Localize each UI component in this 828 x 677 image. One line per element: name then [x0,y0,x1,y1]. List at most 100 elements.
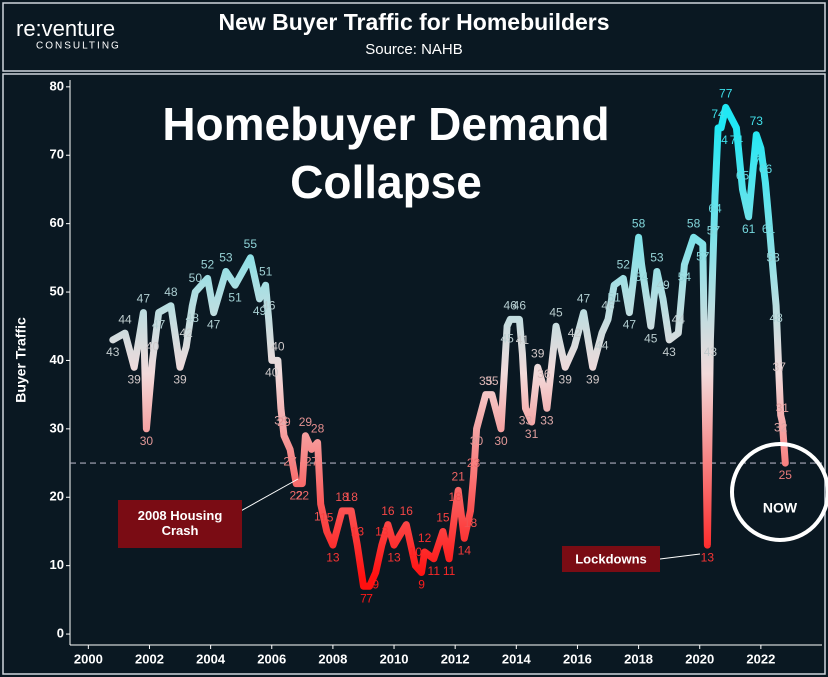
data-label: 16 [381,504,395,518]
annotation-text: 2008 Housing Crash [137,508,223,538]
x-tick-label: 2012 [441,651,470,666]
x-tick-label: 2022 [746,651,775,666]
data-label: 61 [742,222,756,236]
x-tick-label: 2004 [196,651,226,666]
data-label: 61 [762,222,776,236]
data-label: 49 [253,304,267,318]
data-label: 39 [586,372,600,386]
data-label: 9 [418,578,425,592]
data-label: 47 [577,292,591,306]
y-axis-label: Buyer Traffic [13,317,29,403]
data-label: 53 [219,251,233,265]
data-label: 48 [769,311,783,325]
chart-box [2,73,826,675]
data-label: 39 [559,372,573,386]
data-label: 30 [140,434,154,448]
headline: Homebuyer Demand [162,98,609,150]
x-tick-label: 2014 [502,651,532,666]
data-label: 10 [409,545,423,559]
data-label: 58 [687,216,701,230]
data-label: 47 [623,318,637,332]
data-label: 74 [730,133,744,147]
data-line [109,103,789,590]
data-label: 47 [137,292,151,306]
x-tick-label: 2002 [135,651,164,666]
data-label: 44 [672,312,686,326]
header-box [2,2,826,72]
data-label: 33 [519,414,533,428]
x-tick-label: 2000 [74,651,103,666]
data-label: 23 [467,456,481,470]
data-label: 33 [274,414,288,428]
data-label: 22 [296,489,310,503]
y-tick-label: 10 [50,557,64,572]
data-label: 44 [595,338,609,352]
data-label: 13 [351,524,365,538]
data-label: 46 [504,299,518,313]
data-label: 77 [719,87,733,101]
annotation-arrow [659,553,701,560]
data-label: 28 [311,422,325,436]
data-label: 51 [228,290,242,304]
y-tick-label: 20 [50,489,64,504]
data-label: 42 [179,326,193,340]
data-label: 18 [448,490,462,504]
data-label: 42 [568,326,582,340]
data-label: 22 [290,489,304,503]
data-label: 41 [516,333,530,347]
data-label: 43 [704,345,718,359]
data-label: 65 [736,169,750,183]
data-label: 43 [662,345,676,359]
annotation: Lockdowns [575,551,647,566]
data-label: 51 [607,290,621,304]
data-label: 35 [485,374,499,388]
data-label: 11 [428,564,441,578]
data-label: 52 [201,258,215,272]
annotation-box [562,546,660,572]
y-tick-label: 80 [50,78,64,93]
data-label: 39 [531,346,545,360]
data-label: 14 [458,543,472,557]
data-label: 45 [549,305,563,319]
x-tick-label: 2018 [624,651,653,666]
data-label: 40 [146,340,160,354]
data-label: 45 [500,331,514,345]
data-label: 29 [299,415,313,429]
data-label: 15 [436,511,450,525]
data-label: 16 [400,504,414,518]
x-tick-label: 2010 [380,651,409,666]
data-label: 12 [418,531,432,545]
y-tick-label: 40 [50,352,64,367]
data-label: 13 [326,550,340,564]
data-label: 18 [345,490,359,504]
data-label: 55 [244,237,258,251]
data-label: 21 [452,470,466,484]
data-label: 48 [164,285,178,299]
data-label: 39 [173,372,187,386]
data-label: 27 [305,455,319,469]
chart-subtitle: Source: NAHB [365,41,463,58]
data-label: 11 [443,564,456,578]
annotation: NOW [763,500,798,516]
data-label: 47 [152,318,166,332]
y-tick-label: 50 [50,283,64,298]
data-label: 36 [537,367,551,381]
data-label: 13 [387,550,401,564]
annotation-box [118,500,242,548]
y-tick-label: 70 [50,147,64,162]
data-label: 9 [372,578,379,592]
data-label: 19 [314,509,328,523]
x-tick-label: 2006 [257,651,286,666]
data-label: 31 [525,427,539,441]
data-label: 40 [271,340,285,354]
data-label: 30 [494,434,508,448]
data-label: 32 [774,420,788,434]
data-label: 52 [617,258,631,272]
x-tick-label: 2020 [685,651,714,666]
data-label: 66 [759,162,773,176]
data-label: 31 [776,401,790,415]
data-label: 46 [601,299,615,313]
x-tick-label: 2008 [318,651,347,666]
annotation: 2008 Housing Crash [137,508,223,538]
